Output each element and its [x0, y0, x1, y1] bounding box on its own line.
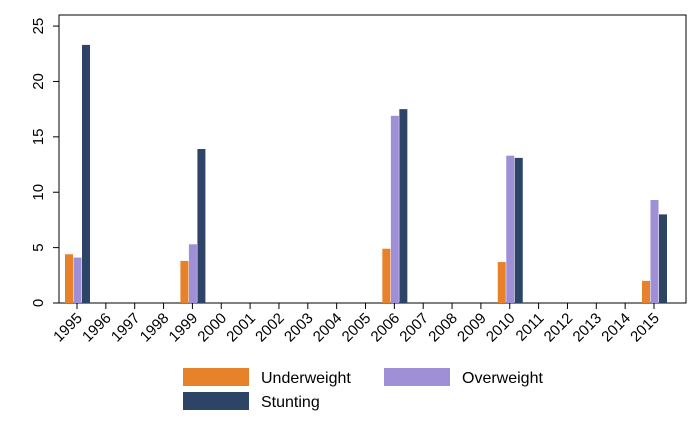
y-tick-label: 5 [30, 243, 47, 251]
y-tick-label: 25 [30, 18, 47, 35]
legend-swatch-overweight [384, 368, 450, 386]
x-tick-label: 2013 [570, 310, 606, 346]
x-axis: 1995199619971998199920002001200220032004… [50, 303, 663, 345]
y-tick-label: 10 [30, 184, 47, 201]
x-tick-label: 2011 [513, 310, 548, 345]
x-tick-label: 2008 [425, 310, 461, 346]
x-tick-label: 2014 [598, 310, 634, 346]
bar-stunting-1999 [197, 149, 206, 303]
x-tick-label: 1997 [108, 310, 144, 346]
bar-overweight-2015 [650, 199, 659, 303]
x-tick-label: 1995 [50, 310, 86, 346]
x-tick-label: 2003 [281, 310, 317, 346]
legend-swatch-stunting [183, 392, 249, 410]
legend-label-underweight: Underweight [261, 370, 351, 387]
plot-frame [58, 14, 687, 304]
bar-underweight-1995 [65, 254, 73, 303]
x-tick-label: 2009 [454, 310, 490, 346]
y-tick-label: 20 [30, 73, 47, 90]
bar-overweight-1999 [188, 244, 197, 303]
bar-underweight-2006 [382, 248, 391, 303]
bar-stunting-2010 [514, 157, 523, 303]
x-tick-label: 1998 [137, 310, 173, 346]
bar-stunting-2015 [659, 214, 667, 303]
bar-overweight-2010 [506, 155, 515, 303]
bar-underweight-2015 [642, 280, 650, 303]
x-tick-label: 2002 [252, 310, 288, 346]
legend: Underweight Overweight Stunting [183, 368, 543, 411]
x-tick-label: 2000 [194, 310, 230, 346]
x-tick-label: 2012 [541, 310, 577, 346]
y-axis: 0 5 10 15 20 25 [30, 18, 59, 307]
x-tick-label: 2001 [223, 310, 259, 346]
y-tick-label: 0 [30, 299, 47, 307]
bar-underweight-2010 [497, 262, 506, 303]
bars [65, 44, 667, 304]
bar-stunting-1995 [82, 44, 90, 304]
x-tick-label: 1999 [166, 310, 202, 346]
x-tick-label: 2007 [396, 310, 432, 346]
y-tick-label: 15 [30, 129, 47, 146]
x-tick-label: 2005 [339, 310, 375, 346]
bar-underweight-1999 [180, 260, 189, 303]
bar-stunting-2006 [399, 109, 408, 304]
bar-overweight-1995 [73, 257, 82, 303]
x-tick-label: 2004 [310, 310, 346, 346]
x-tick-label: 2015 [627, 310, 663, 346]
x-tick-label: 2006 [368, 310, 404, 346]
legend-label-overweight: Overweight [462, 370, 543, 387]
legend-label-stunting: Stunting [261, 394, 320, 411]
x-tick-label: 2010 [483, 310, 519, 346]
legend-swatch-underweight [183, 368, 249, 386]
x-tick-label: 1996 [79, 310, 115, 346]
bar-overweight-2006 [390, 115, 399, 303]
